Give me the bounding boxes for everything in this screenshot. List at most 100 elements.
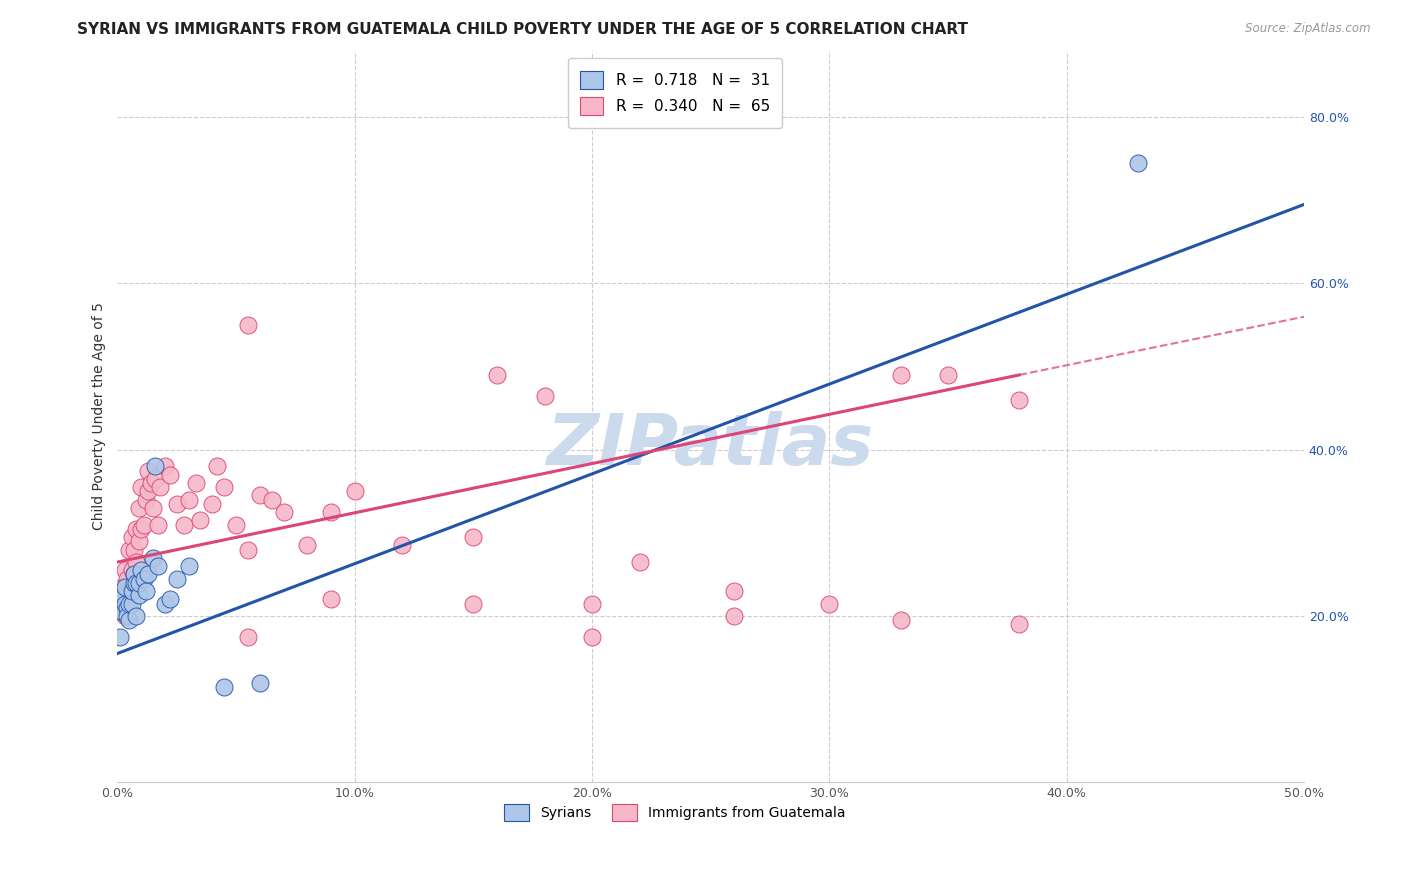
Point bbox=[115, 572, 138, 586]
Point bbox=[118, 613, 141, 627]
Point bbox=[125, 555, 148, 569]
Point bbox=[136, 567, 159, 582]
Point bbox=[136, 464, 159, 478]
Point bbox=[114, 597, 136, 611]
Point bbox=[173, 517, 195, 532]
Point bbox=[166, 572, 188, 586]
Point bbox=[205, 459, 228, 474]
Point bbox=[122, 542, 145, 557]
Point bbox=[128, 588, 150, 602]
Point bbox=[249, 675, 271, 690]
Point bbox=[146, 517, 169, 532]
Point bbox=[236, 542, 259, 557]
Point bbox=[118, 597, 141, 611]
Point bbox=[118, 542, 141, 557]
Point bbox=[108, 630, 131, 644]
Point bbox=[142, 500, 165, 515]
Point bbox=[136, 484, 159, 499]
Point bbox=[723, 584, 745, 599]
Point bbox=[184, 476, 207, 491]
Point bbox=[889, 368, 911, 382]
Point bbox=[108, 597, 131, 611]
Point bbox=[111, 592, 134, 607]
Point bbox=[486, 368, 509, 382]
Y-axis label: Child Poverty Under the Age of 5: Child Poverty Under the Age of 5 bbox=[93, 302, 107, 531]
Point bbox=[190, 513, 212, 527]
Point bbox=[129, 563, 152, 577]
Point bbox=[132, 572, 155, 586]
Point bbox=[177, 559, 200, 574]
Point bbox=[122, 567, 145, 582]
Point bbox=[166, 497, 188, 511]
Point bbox=[122, 567, 145, 582]
Point bbox=[159, 467, 181, 482]
Point bbox=[129, 480, 152, 494]
Point bbox=[153, 459, 176, 474]
Point bbox=[129, 522, 152, 536]
Point bbox=[128, 500, 150, 515]
Point bbox=[319, 505, 342, 519]
Point bbox=[128, 575, 150, 590]
Point bbox=[111, 580, 134, 594]
Point bbox=[128, 534, 150, 549]
Point bbox=[889, 613, 911, 627]
Point bbox=[115, 600, 138, 615]
Point bbox=[581, 597, 603, 611]
Point bbox=[142, 550, 165, 565]
Point bbox=[159, 592, 181, 607]
Point bbox=[111, 605, 134, 619]
Point bbox=[132, 517, 155, 532]
Point bbox=[581, 630, 603, 644]
Point bbox=[114, 609, 136, 624]
Text: Source: ZipAtlas.com: Source: ZipAtlas.com bbox=[1246, 22, 1371, 36]
Point bbox=[135, 492, 157, 507]
Point bbox=[236, 318, 259, 332]
Point bbox=[260, 492, 283, 507]
Point bbox=[343, 484, 366, 499]
Point bbox=[319, 592, 342, 607]
Point bbox=[1126, 156, 1149, 170]
Point bbox=[533, 389, 555, 403]
Point bbox=[125, 522, 148, 536]
Point bbox=[146, 559, 169, 574]
Point bbox=[1008, 392, 1031, 407]
Point bbox=[236, 630, 259, 644]
Point bbox=[122, 575, 145, 590]
Point bbox=[201, 497, 224, 511]
Point bbox=[121, 584, 143, 599]
Point bbox=[463, 597, 485, 611]
Point bbox=[114, 563, 136, 577]
Point bbox=[212, 480, 235, 494]
Point bbox=[153, 597, 176, 611]
Point bbox=[177, 492, 200, 507]
Point bbox=[212, 680, 235, 694]
Point bbox=[118, 584, 141, 599]
Point bbox=[463, 530, 485, 544]
Point bbox=[114, 580, 136, 594]
Point bbox=[391, 538, 413, 552]
Point bbox=[125, 609, 148, 624]
Point bbox=[135, 584, 157, 599]
Point bbox=[115, 609, 138, 624]
Point bbox=[297, 538, 319, 552]
Point bbox=[249, 488, 271, 502]
Point bbox=[818, 597, 841, 611]
Point bbox=[1008, 617, 1031, 632]
Point bbox=[125, 575, 148, 590]
Point bbox=[115, 588, 138, 602]
Point bbox=[149, 480, 172, 494]
Point bbox=[145, 459, 167, 474]
Point bbox=[225, 517, 247, 532]
Point bbox=[145, 472, 167, 486]
Point bbox=[121, 563, 143, 577]
Point bbox=[121, 597, 143, 611]
Text: SYRIAN VS IMMIGRANTS FROM GUATEMALA CHILD POVERTY UNDER THE AGE OF 5 CORRELATION: SYRIAN VS IMMIGRANTS FROM GUATEMALA CHIL… bbox=[77, 22, 969, 37]
Text: ZIPatlas: ZIPatlas bbox=[547, 411, 875, 480]
Point bbox=[628, 555, 651, 569]
Point bbox=[111, 588, 134, 602]
Point bbox=[723, 609, 745, 624]
Point bbox=[121, 530, 143, 544]
Point bbox=[139, 476, 162, 491]
Legend: Syrians, Immigrants from Guatemala: Syrians, Immigrants from Guatemala bbox=[499, 798, 852, 827]
Point bbox=[273, 505, 295, 519]
